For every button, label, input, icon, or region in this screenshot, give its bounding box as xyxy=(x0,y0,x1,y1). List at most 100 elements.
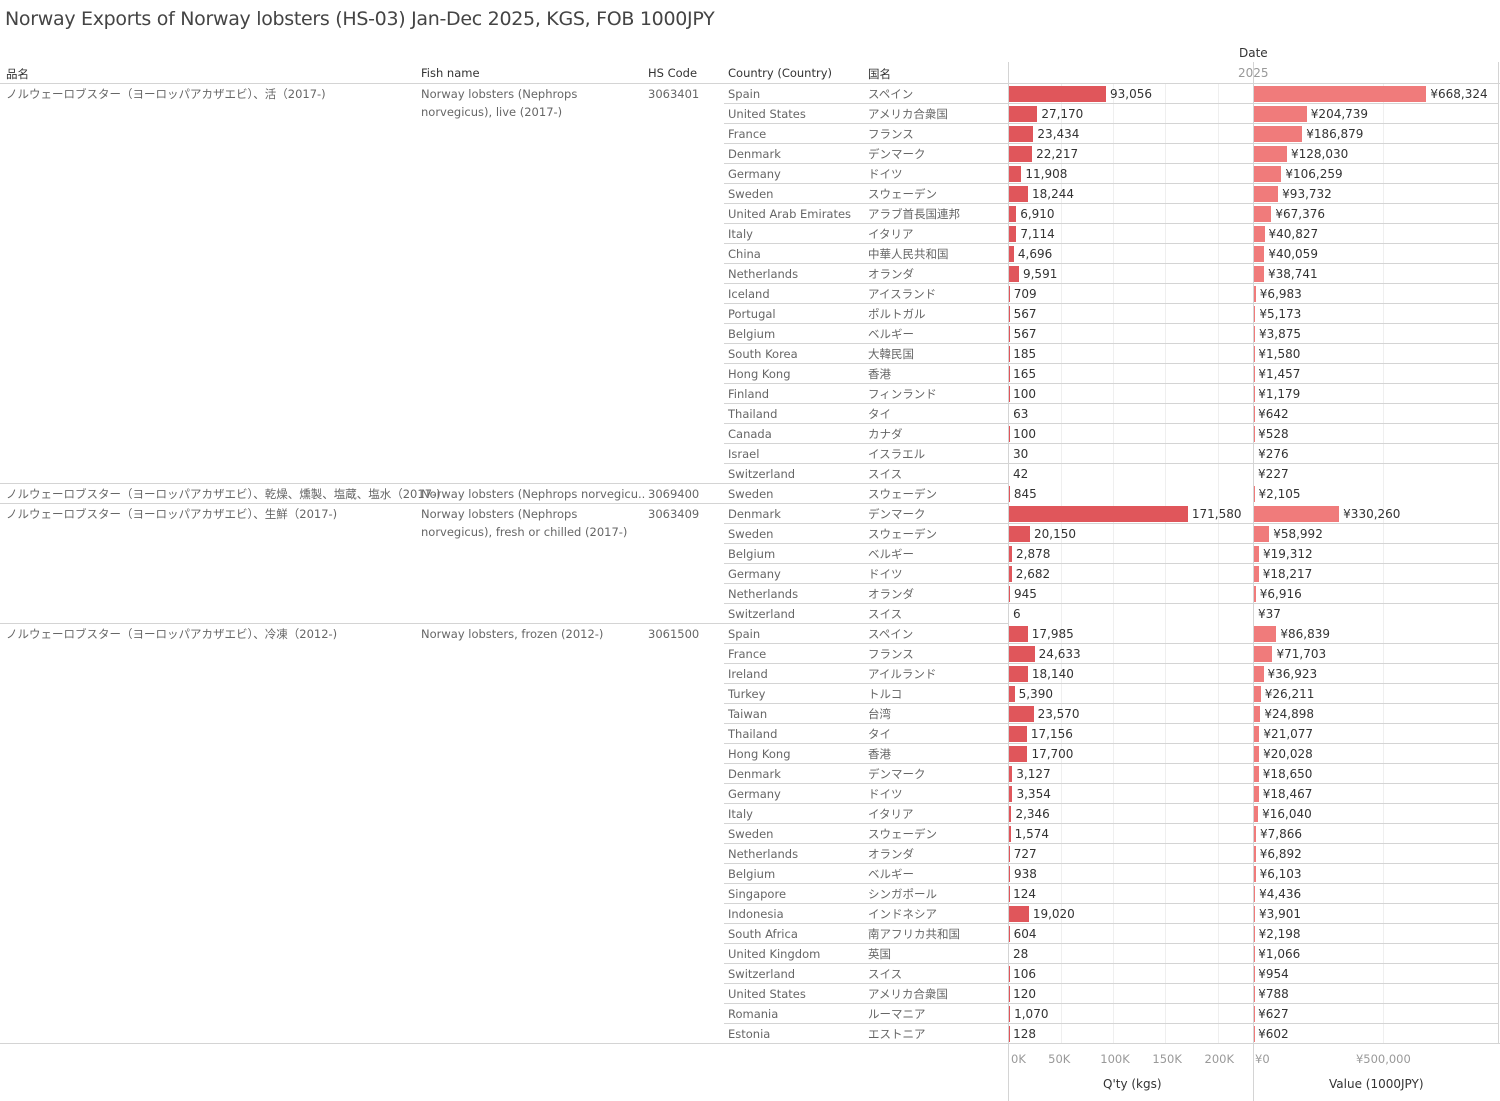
value-bar[interactable] xyxy=(1254,206,1272,222)
country-name[interactable]: Belgium xyxy=(728,867,776,881)
qty-bar[interactable] xyxy=(1009,766,1013,782)
country-name[interactable]: Netherlands xyxy=(728,587,799,601)
qty-bar[interactable] xyxy=(1009,1006,1011,1022)
value-bar[interactable] xyxy=(1254,486,1255,502)
value-bar[interactable] xyxy=(1254,106,1307,122)
country-name[interactable]: Sweden xyxy=(728,527,774,541)
qty-bar[interactable] xyxy=(1009,486,1010,502)
country-name[interactable]: Germany xyxy=(728,567,781,581)
qty-bar[interactable] xyxy=(1009,866,1010,882)
country-name[interactable]: South Korea xyxy=(728,347,798,361)
qty-bar[interactable] xyxy=(1009,726,1027,742)
country-name[interactable]: Sweden xyxy=(728,827,774,841)
qty-bar[interactable] xyxy=(1009,166,1022,182)
country-name[interactable]: Denmark xyxy=(728,147,781,161)
qty-bar[interactable] xyxy=(1009,146,1033,162)
value-bar[interactable] xyxy=(1254,686,1261,702)
value-bar[interactable] xyxy=(1254,586,1256,602)
country-name[interactable]: South Africa xyxy=(728,927,798,941)
country-name[interactable]: Canada xyxy=(728,427,772,441)
qty-bar[interactable] xyxy=(1009,906,1029,922)
value-bar[interactable] xyxy=(1254,626,1277,642)
country-name[interactable]: Hong Kong xyxy=(728,747,791,761)
qty-bar[interactable] xyxy=(1009,226,1017,242)
country-name[interactable]: Iceland xyxy=(728,287,770,301)
country-name[interactable]: Spain xyxy=(728,627,761,641)
value-bar[interactable] xyxy=(1254,826,1257,842)
country-name[interactable]: Sweden xyxy=(728,187,774,201)
value-bar[interactable] xyxy=(1254,806,1259,822)
value-bar[interactable] xyxy=(1254,266,1264,282)
value-bar[interactable] xyxy=(1254,286,1256,302)
country-name[interactable]: Finland xyxy=(728,387,770,401)
qty-bar[interactable] xyxy=(1009,926,1010,942)
value-bar[interactable] xyxy=(1254,526,1270,542)
qty-bar[interactable] xyxy=(1009,686,1015,702)
country-name[interactable]: Netherlands xyxy=(728,847,799,861)
qty-bar[interactable] xyxy=(1009,666,1028,682)
qty-bar[interactable] xyxy=(1009,806,1012,822)
country-name[interactable]: Spain xyxy=(728,87,761,101)
qty-bar[interactable] xyxy=(1009,306,1010,322)
value-bar[interactable] xyxy=(1254,766,1259,782)
qty-bar[interactable] xyxy=(1009,506,1188,522)
qty-bar[interactable] xyxy=(1009,266,1019,282)
country-name[interactable]: Denmark xyxy=(728,767,781,781)
country-name[interactable]: Portugal xyxy=(728,307,776,321)
country-name[interactable]: Switzerland xyxy=(728,607,796,621)
country-name[interactable]: United States xyxy=(728,107,806,121)
value-bar[interactable] xyxy=(1254,866,1256,882)
country-name[interactable]: Hong Kong xyxy=(728,367,791,381)
country-name[interactable]: Singapore xyxy=(728,887,787,901)
value-bar[interactable] xyxy=(1254,506,1340,522)
country-name[interactable]: Sweden xyxy=(728,487,774,501)
value-bar[interactable] xyxy=(1254,786,1259,802)
value-bar[interactable] xyxy=(1254,546,1259,562)
value-bar[interactable] xyxy=(1254,126,1303,142)
header-country-jp[interactable]: 国名 xyxy=(868,67,891,81)
value-bar[interactable] xyxy=(1254,706,1261,722)
country-name[interactable]: France xyxy=(728,647,767,661)
header-fish-name[interactable]: Fish name xyxy=(421,66,480,80)
country-name[interactable]: Turkey xyxy=(728,687,766,701)
value-bar[interactable] xyxy=(1254,246,1265,262)
country-name[interactable]: Thailand xyxy=(728,727,778,741)
country-name[interactable]: Germany xyxy=(728,787,781,801)
qty-bar[interactable] xyxy=(1009,646,1035,662)
qty-bar[interactable] xyxy=(1009,626,1028,642)
value-bar[interactable] xyxy=(1254,666,1264,682)
qty-bar[interactable] xyxy=(1009,566,1012,582)
value-bar[interactable] xyxy=(1254,886,1256,902)
country-name[interactable]: Netherlands xyxy=(728,267,799,281)
qty-bar[interactable] xyxy=(1009,186,1029,202)
qty-bar[interactable] xyxy=(1009,526,1030,542)
qty-bar[interactable] xyxy=(1009,246,1014,262)
country-name[interactable]: Italy xyxy=(728,807,753,821)
country-name[interactable]: Israel xyxy=(728,447,760,461)
country-name[interactable]: Estonia xyxy=(728,1027,771,1041)
qty-bar[interactable] xyxy=(1009,286,1010,302)
value-bar[interactable] xyxy=(1254,86,1427,102)
qty-bar[interactable] xyxy=(1009,126,1034,142)
value-bar[interactable] xyxy=(1254,646,1273,662)
value-bar[interactable] xyxy=(1254,906,1255,922)
qty-bar[interactable] xyxy=(1009,786,1013,802)
qty-bar[interactable] xyxy=(1009,586,1010,602)
country-name[interactable]: Belgium xyxy=(728,327,776,341)
country-name[interactable]: Denmark xyxy=(728,507,781,521)
value-bar[interactable] xyxy=(1254,186,1279,202)
country-name[interactable]: United States xyxy=(728,987,806,1001)
country-name[interactable]: Thailand xyxy=(728,407,778,421)
header-item-jp[interactable]: 品名 xyxy=(6,67,29,81)
qty-bar[interactable] xyxy=(1009,546,1012,562)
value-bar[interactable] xyxy=(1254,566,1259,582)
country-name[interactable]: Italy xyxy=(728,227,753,241)
country-name[interactable]: Switzerland xyxy=(728,967,796,981)
value-bar[interactable] xyxy=(1254,306,1256,322)
qty-bar[interactable] xyxy=(1009,106,1038,122)
value-bar[interactable] xyxy=(1254,926,1255,942)
country-name[interactable]: United Kingdom xyxy=(728,947,821,961)
country-name[interactable]: France xyxy=(728,127,767,141)
qty-bar[interactable] xyxy=(1009,746,1028,762)
header-country[interactable]: Country (Country) xyxy=(728,66,832,80)
